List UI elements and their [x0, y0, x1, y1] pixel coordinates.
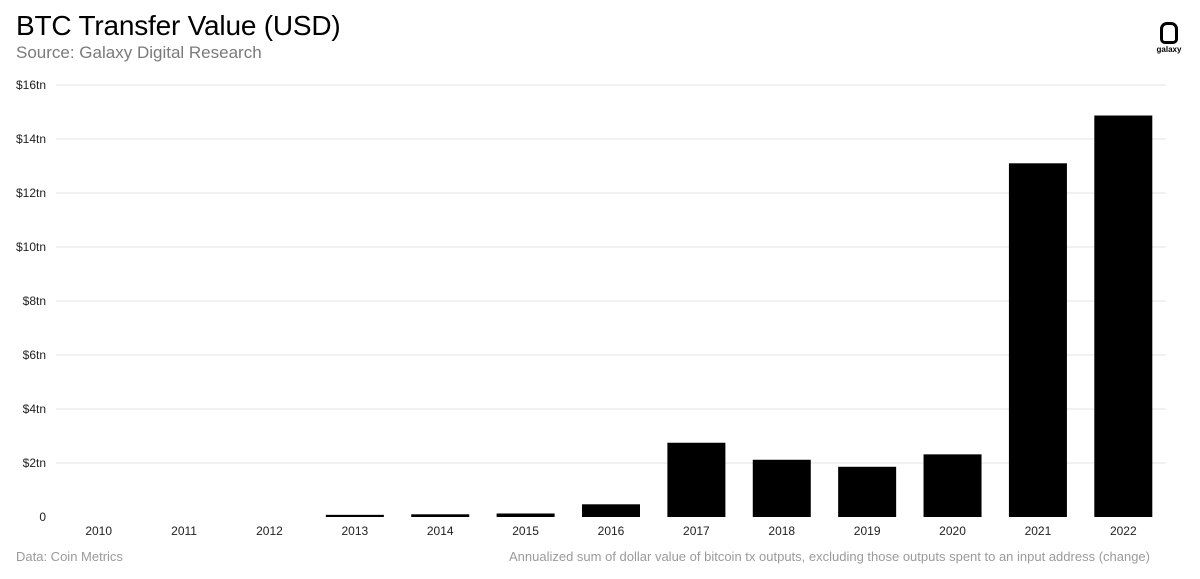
x-tick-label: 2020 — [939, 524, 966, 538]
y-tick-label: $6tn — [23, 348, 46, 362]
x-tick-label: 2010 — [85, 524, 112, 538]
chart-title: BTC Transfer Value (USD) — [16, 10, 341, 41]
bar-2017 — [667, 442, 726, 517]
x-tick-label: 2017 — [683, 524, 710, 538]
x-tick-label: 2011 — [171, 524, 197, 538]
y-tick-label: 0 — [39, 510, 46, 524]
x-tick-label: 2021 — [1025, 524, 1052, 538]
chart-subtitle: Source: Galaxy Digital Research — [16, 43, 262, 62]
y-tick-label: $10tn — [16, 240, 46, 254]
x-tick-label: 2012 — [256, 524, 283, 538]
y-tick-label: $2tn — [23, 456, 46, 470]
bar-2018 — [752, 459, 811, 517]
bars — [325, 115, 1153, 518]
galaxy-logo-icon — [1160, 22, 1178, 44]
y-tick-label: $8tn — [23, 294, 46, 308]
bar-2019 — [838, 466, 897, 517]
x-tick-label: 2016 — [598, 524, 625, 538]
y-tick-label: $14tn — [16, 132, 46, 146]
bar-2016 — [582, 504, 640, 517]
bar-2021 — [1008, 163, 1067, 518]
x-tick-label: 2013 — [341, 524, 368, 538]
gridlines — [56, 84, 1166, 464]
logo-wordmark: galaxy — [1156, 45, 1182, 54]
x-tick-label: 2018 — [768, 524, 795, 538]
x-tick-label: 2022 — [1110, 524, 1137, 538]
x-axis-ticks: 2010 2011 2012 2013 2014 2015 2016 2017 2018 2019… — [85, 524, 1137, 538]
x-tick-label: 2015 — [512, 524, 539, 538]
bar-2015 — [496, 513, 555, 517]
y-tick-label: $12tn — [16, 186, 46, 200]
bar-2014 — [411, 514, 470, 517]
methodology-note: Annualized sum of dollar value of bitcoi… — [508, 549, 1150, 564]
x-tick-label: 2019 — [854, 524, 881, 538]
bar-2020 — [923, 454, 982, 517]
bar-2022 — [1094, 115, 1153, 517]
x-tick-label: 2014 — [427, 524, 454, 538]
galaxy-logo: galaxy — [1152, 22, 1186, 66]
data-source-note: Data: Coin Metrics — [16, 549, 123, 564]
y-axis-ticks: 0 $2tn $4tn $6tn $8tn $10tn $12tn $14tn $16tn — [16, 78, 46, 524]
y-tick-label: $16tn — [16, 78, 46, 92]
bar-2013 — [325, 514, 384, 517]
y-tick-label: $4tn — [23, 402, 46, 416]
